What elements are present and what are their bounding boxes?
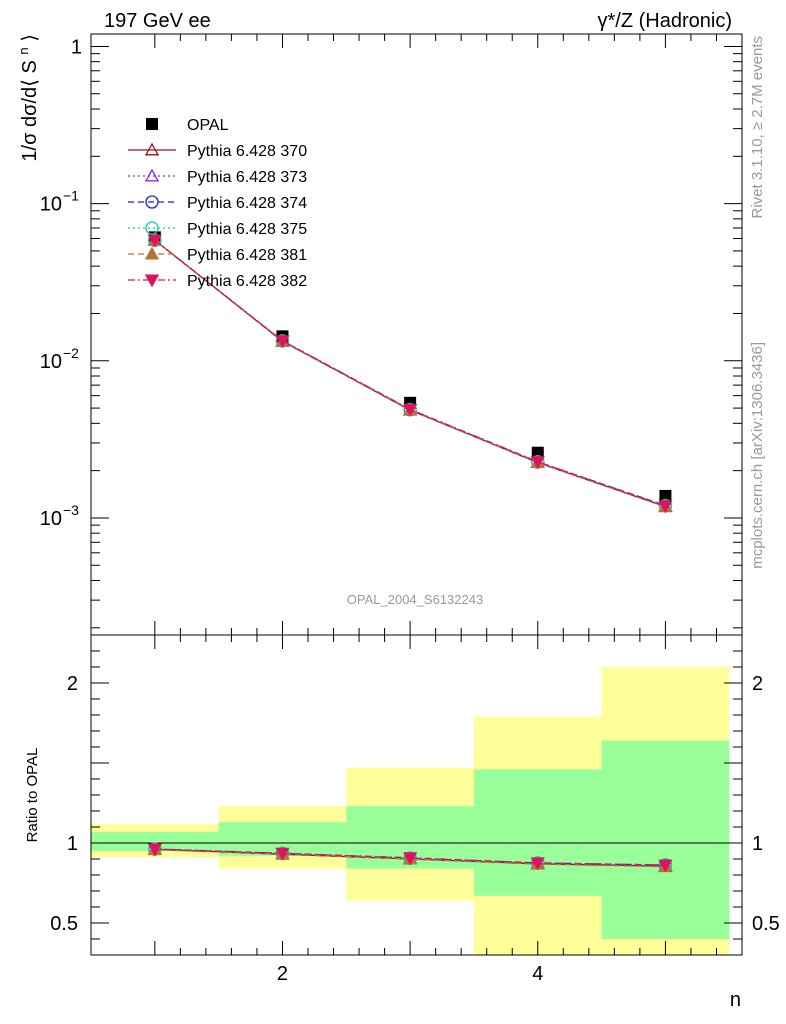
main-point-6-0 — [147, 234, 162, 248]
ratio-point-5-3 — [530, 857, 545, 871]
side-label-bottom: mcplots.cern.ch [arXiv:1306.3436] — [749, 342, 766, 569]
y-tick-label: 1 — [71, 36, 82, 58]
legend-marker-4 — [145, 221, 159, 235]
header-left: 197 GeV ee — [104, 10, 211, 32]
y-tick-label-exp: −1 — [63, 188, 79, 204]
ratio-y-tick-label: 1 — [67, 833, 78, 855]
y-tick-label: 10 — [40, 194, 62, 216]
legend-label-3: Pythia 6.428 374 — [187, 195, 307, 212]
side-label-top: Rivet 3.1.10, ≥ 2.7M events — [749, 36, 766, 219]
main-point-6-1 — [275, 335, 290, 349]
legend-marker-2 — [144, 168, 160, 182]
main-point-6-2 — [403, 403, 418, 417]
ratio-point-5-0 — [147, 843, 162, 857]
main-series-line-6 — [154, 239, 666, 507]
x-tick-label: 4 — [532, 963, 543, 985]
legend-label-1: Pythia 6.428 370 — [187, 143, 307, 160]
ratio-plot-panel: 2 4 0.5 0.5 1 1 2 2 — [50, 634, 780, 985]
ratio-y-tick-label-right: 2 — [752, 673, 763, 695]
header-right: γ*/Z (Hadronic) — [598, 10, 732, 32]
ratio-y-tick-label-right: 0.5 — [752, 913, 780, 935]
main-point-6-3 — [530, 456, 545, 470]
main-y-axis-label-text: 1/σ dσ/d⟨ S — [19, 60, 41, 161]
main-series-line-5 — [154, 239, 666, 508]
ratio-y-axis-label: Ratio to OPAL — [24, 748, 41, 843]
main-point-0-4 — [659, 489, 672, 502]
main-plot-panel: 110−110−210−3 — [40, 33, 743, 636]
ratio-point-5-2 — [403, 852, 418, 866]
legend-label-0: OPAL — [187, 117, 229, 134]
main-point-0-3 — [531, 446, 544, 459]
analysis-watermark: OPAL_2004_S6132243 — [347, 592, 483, 607]
x-axis-label: n — [730, 989, 741, 1011]
legend-label-2: Pythia 6.428 373 — [187, 169, 307, 186]
y-tick-label: 10 — [40, 351, 62, 373]
ratio-y-tick-label: 0.5 — [50, 913, 78, 935]
y-tick-label: 10 — [40, 508, 62, 530]
ratio-y-tick-label: 2 — [67, 673, 78, 695]
legend-marker-1 — [144, 142, 160, 156]
ratio-band-green-4 — [473, 769, 602, 896]
ratio-point-5-4 — [658, 859, 673, 873]
legend-marker-6 — [144, 274, 160, 288]
legend: OPAL Pythia 6.428 370 Pythia 6.428 373 Pyth… — [128, 117, 307, 290]
legend-label-4: Pythia 6.428 375 — [187, 221, 307, 238]
main-y-axis-label: 1/σ dσ/d⟨ S n ⟩ — [16, 34, 41, 162]
ratio-band-green-1 — [91, 831, 219, 851]
legend-label-5: Pythia 6.428 381 — [187, 247, 307, 264]
y-tick-label-exp: −3 — [63, 502, 79, 518]
ratio-band-green-5 — [601, 740, 730, 939]
legend-marker-0 — [146, 118, 158, 130]
x-tick-label: 2 — [277, 963, 288, 985]
main-point-6-4 — [658, 500, 673, 514]
ratio-y-tick-label-right: 1 — [752, 833, 763, 855]
legend-marker-5 — [144, 246, 160, 260]
ratio-point-5-1 — [275, 847, 290, 861]
legend-marker-3 — [145, 195, 159, 209]
y-tick-label-exp: −2 — [63, 345, 79, 361]
main-y-axis-label-rest: ⟩ — [19, 34, 41, 47]
legend-label-6: Pythia 6.428 382 — [187, 273, 307, 290]
main-y-axis-label-sup: n — [16, 47, 31, 54]
